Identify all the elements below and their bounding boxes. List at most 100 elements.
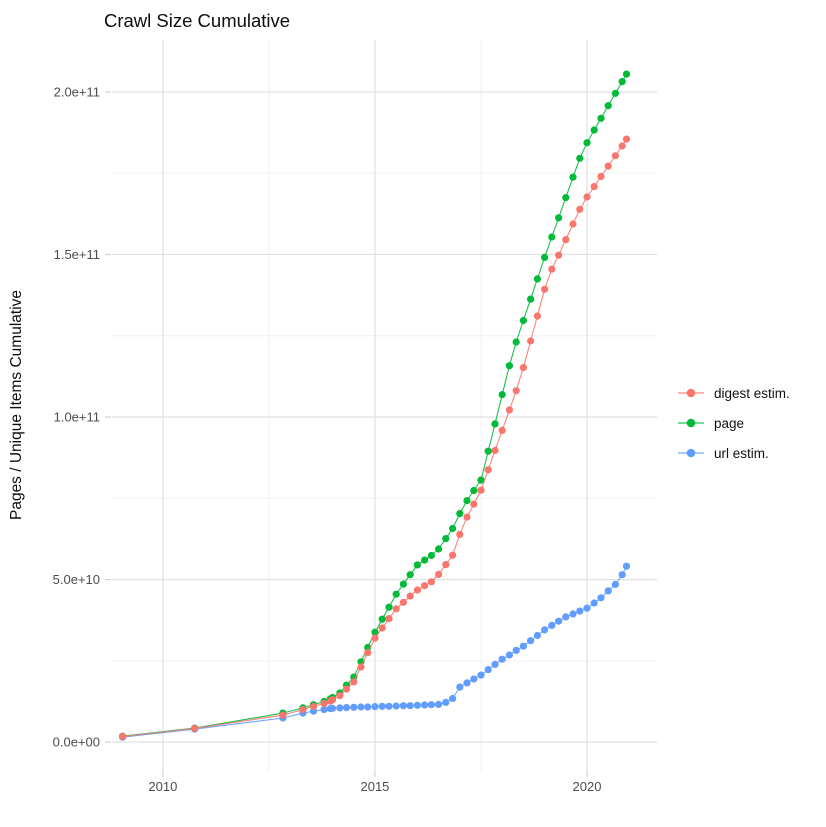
data-point-page <box>435 545 443 553</box>
data-point-digest-estim <box>342 685 351 693</box>
data-point-page <box>541 253 549 261</box>
data-point-digest-estim <box>449 551 457 559</box>
data-point-url-estim <box>456 683 464 691</box>
legend-key-icon <box>678 388 704 398</box>
y-axis-tick-label: 5.0e+10 <box>53 572 100 587</box>
axis-tick-labels: 2010 2015 2020 0.0e+00 5.0e+10 1.0e+11 1.5e+11… <box>53 85 602 794</box>
data-point-page <box>519 316 528 325</box>
data-point-digest-estim <box>463 513 471 521</box>
data-point-digest-estim <box>371 634 379 642</box>
chart-title: Crawl Size Cumulative <box>104 10 290 31</box>
data-point-url-estim <box>320 706 328 714</box>
data-point-digest-estim <box>477 486 485 494</box>
data-point-page <box>527 295 535 303</box>
data-point-page <box>562 194 570 202</box>
data-point-digest-estim <box>119 732 127 741</box>
data-point-page <box>463 497 471 505</box>
data-point-digest-estim <box>622 135 631 143</box>
data-point-page <box>470 486 478 495</box>
data-point-digest-estim <box>392 605 400 613</box>
axis-tick-marks <box>105 91 588 777</box>
data-point-url-estim <box>597 594 605 602</box>
data-point-digest-estim <box>378 624 386 632</box>
data-point-url-estim <box>449 694 457 703</box>
data-point-digest-estim <box>541 285 549 293</box>
data-point-url-estim <box>548 621 556 630</box>
data-point-digest-estim <box>498 426 506 434</box>
x-axis-tick-label: 2020 <box>573 779 602 794</box>
data-point-digest-estim <box>328 696 337 704</box>
legend-key-icon <box>678 448 704 458</box>
data-point-url-estim <box>463 679 471 687</box>
data-point-page <box>590 126 598 134</box>
y-axis-tick-label: 1.0e+11 <box>54 410 100 425</box>
data-point-digest-estim <box>505 406 513 414</box>
legend-item-digest-estim: digest estim. <box>676 378 790 408</box>
data-point-url-estim <box>533 631 542 640</box>
data-point-page <box>583 139 591 147</box>
data-point-url-estim <box>527 637 535 645</box>
grid-major-lines <box>112 40 657 771</box>
data-point-digest-estim <box>569 220 577 228</box>
data-point-digest-estim <box>618 142 626 150</box>
legend-item-url-estim: url estim. <box>676 438 790 468</box>
y-axis-tick-label: 1.5e+11 <box>54 247 100 262</box>
data-point-page <box>484 447 492 455</box>
data-point-url-estim <box>477 671 485 679</box>
data-point-digest-estim <box>527 337 535 345</box>
data-point-url-estim <box>328 704 337 712</box>
data-point-url-estim <box>350 703 358 711</box>
data-point-digest-estim <box>427 578 435 586</box>
data-point-page <box>491 420 499 428</box>
legend-key-dot <box>686 388 696 398</box>
data-point-url-estim <box>576 607 584 615</box>
data-point-digest-estim <box>576 205 584 213</box>
data-point-digest-estim <box>548 265 556 273</box>
data-point-page <box>442 535 450 543</box>
data-point-digest-estim <box>320 699 328 708</box>
data-point-page <box>385 603 393 611</box>
data-point-url-estim <box>435 700 443 709</box>
data-point-url-estim <box>512 646 520 655</box>
data-point-url-estim <box>378 702 386 710</box>
data-point-digest-estim <box>555 251 563 259</box>
data-point-url-estim <box>505 651 513 659</box>
data-point-page <box>512 338 520 346</box>
data-point-page <box>421 556 429 564</box>
data-point-digest-estim <box>519 364 528 372</box>
data-point-url-estim <box>336 704 344 712</box>
data-point-digest-estim <box>435 570 443 579</box>
data-series <box>119 70 631 741</box>
data-point-digest-estim <box>512 387 520 395</box>
legend-key-icon <box>678 418 704 428</box>
data-point-url-estim <box>385 702 393 710</box>
data-point-digest-estim <box>491 446 499 455</box>
data-point-url-estim <box>413 701 421 709</box>
data-point-url-estim <box>498 655 506 663</box>
data-point-digest-estim <box>364 649 372 657</box>
data-point-page <box>569 173 577 181</box>
y-axis-tick-label: 0.0e+00 <box>53 735 100 750</box>
data-point-url-estim <box>371 703 379 711</box>
data-point-page <box>548 233 556 241</box>
data-point-url-estim <box>491 660 499 669</box>
data-point-page <box>371 628 379 636</box>
data-point-page <box>576 154 584 162</box>
data-point-page <box>456 509 464 518</box>
data-point-url-estim <box>406 702 414 710</box>
data-point-page <box>533 275 542 283</box>
data-point-url-estim <box>484 666 492 674</box>
legend: digest estim. page url estim. <box>676 378 790 468</box>
data-point-url-estim <box>604 587 612 595</box>
data-point-url-estim <box>519 642 528 650</box>
data-point-page <box>399 580 407 588</box>
data-point-digest-estim <box>279 711 287 719</box>
data-point-url-estim <box>427 701 435 709</box>
legend-label: url estim. <box>714 445 769 461</box>
data-point-url-estim <box>618 571 626 579</box>
data-point-url-estim <box>555 617 563 625</box>
data-point-url-estim <box>611 580 620 589</box>
data-point-digest-estim <box>299 706 307 714</box>
y-axis-tick-label: 2.0e+11 <box>54 85 100 100</box>
